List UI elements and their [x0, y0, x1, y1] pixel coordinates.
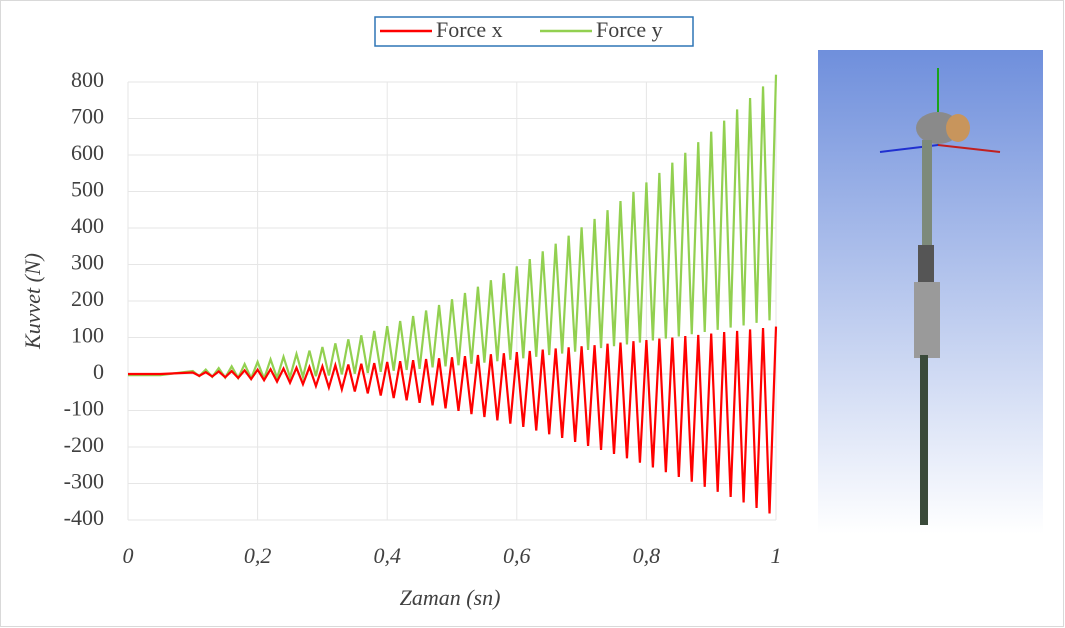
x-tick-label: 0,6: [503, 543, 531, 568]
x-axis-title: Zaman (sn): [400, 585, 501, 610]
x-tick-label: 0,4: [373, 543, 401, 568]
y-tick-label: 200: [71, 286, 104, 311]
legend-label: Force x: [436, 17, 503, 42]
y-tick-label: 400: [71, 213, 104, 238]
x-tick-label: 1: [771, 543, 782, 568]
legend-label: Force y: [596, 17, 663, 42]
y-tick-label: -300: [64, 469, 104, 494]
y-tick-label: -200: [64, 432, 104, 457]
y-tick-label: 300: [71, 250, 104, 275]
y-tick-label: 700: [71, 104, 104, 129]
y-tick-label: 100: [71, 323, 104, 348]
x-tick-label: 0: [123, 543, 134, 568]
y-tick-label: 500: [71, 177, 104, 202]
model-image: [818, 50, 1043, 534]
y-tick-label: 600: [71, 140, 104, 165]
x-tick-label: 0,2: [244, 543, 272, 568]
y-axis-title: Kuvvet (N): [20, 253, 45, 350]
y-tick-label: -100: [64, 396, 104, 421]
y-tick-label: 0: [93, 359, 104, 384]
legend: Force x Force y: [375, 17, 693, 46]
y-tick-label: -400: [64, 505, 104, 530]
x-tick-label: 0,8: [633, 543, 661, 568]
chart: Force x Force y Kuvvet (N) Zaman (sn) -40…: [0, 0, 1065, 628]
y-tick-label: 800: [71, 67, 104, 92]
